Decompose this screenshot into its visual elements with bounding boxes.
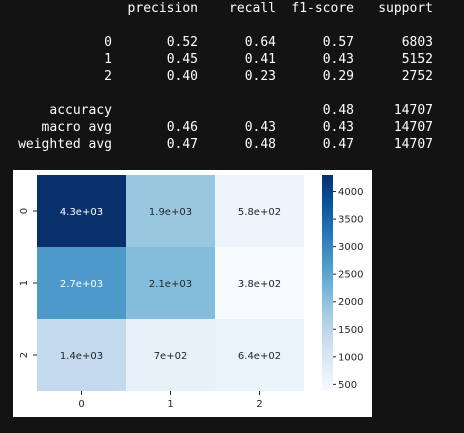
heatmap-cell (126, 175, 215, 247)
colorbar-tick-label: 2000 (338, 297, 363, 308)
report-row-weighted-avg: weighted avg 0.47 0.48 0.47 14707 (0, 136, 464, 153)
row-label: weighted avg (18, 137, 112, 152)
report-row-macro-avg: macro avg 0.46 0.43 0.43 14707 (0, 119, 464, 136)
precision-value: 0.46 (166, 120, 198, 135)
report-row-accuracy: accuracy 0.48 14707 (0, 102, 464, 119)
header-f1-score: f1-score (291, 1, 354, 16)
colorbar-tick-label: 4000 (338, 187, 363, 198)
precision-value: 0.40 (166, 69, 198, 84)
row-label: 0 (104, 35, 112, 50)
support-value: 6803 (401, 35, 433, 50)
support-value: 5152 (401, 52, 433, 67)
y-tick-label: 1 (19, 280, 30, 286)
report-row-class-0: 0 0.52 0.64 0.57 6803 (0, 34, 464, 51)
report-row-class-2: 2 0.40 0.23 0.29 2752 (0, 68, 464, 85)
f1-value: 0.43 (322, 120, 354, 135)
row-label: accuracy (49, 103, 112, 118)
colorbar-tick-label: 3000 (338, 242, 363, 253)
f1-value: 0.48 (322, 103, 354, 118)
cell-annotation: 5.8e+02 (238, 207, 281, 218)
row-label: 1 (104, 52, 112, 67)
heatmap-cell (37, 175, 126, 247)
support-value: 14707 (393, 120, 433, 135)
x-tick-label: 1 (167, 399, 173, 410)
precision-value: 0.52 (166, 35, 198, 50)
cell-annotation: 1.9e+03 (149, 207, 192, 218)
f1-value: 0.29 (322, 69, 354, 84)
cell-annotation: 3.8e+02 (238, 279, 281, 290)
header-precision: precision (127, 1, 198, 16)
heatmap-cell (37, 247, 126, 319)
x-tick-label: 0 (78, 399, 84, 410)
recall-value: 0.43 (244, 120, 276, 135)
support-value: 14707 (393, 137, 433, 152)
colorbar-tick-label: 500 (338, 380, 357, 391)
support-value: 2752 (401, 69, 433, 84)
cell-annotation: 1.4e+03 (60, 351, 103, 362)
colorbar-tick-label: 1500 (338, 325, 363, 336)
f1-value: 0.43 (322, 52, 354, 67)
row-label: macro avg (41, 120, 112, 135)
confusion-matrix-panel: 4.3e+03 1.9e+03 5.8e+02 2.7e+03 2.1e+03 3.8e+… (13, 170, 372, 417)
recall-value: 0.23 (244, 69, 276, 84)
precision-value: 0.45 (166, 52, 198, 67)
cell-annotation: 6.4e+02 (238, 351, 281, 362)
report-row-class-1: 1 0.45 0.41 0.43 5152 (0, 51, 464, 68)
precision-value: 0.47 (166, 137, 198, 152)
recall-value: 0.64 (244, 35, 276, 50)
colorbar (322, 175, 333, 391)
row-label: 2 (104, 69, 112, 84)
confusion-matrix-heatmap: 4.3e+03 1.9e+03 5.8e+02 2.7e+03 2.1e+03 3.8e+… (19, 175, 363, 410)
cell-annotation: 2.7e+03 (60, 279, 103, 290)
support-value: 14707 (393, 103, 433, 118)
heatmap-cell (37, 319, 126, 391)
recall-value: 0.41 (244, 52, 276, 67)
x-tick-label: 2 (256, 399, 262, 410)
heatmap-cell (215, 319, 304, 391)
heatmap-cell (126, 319, 215, 391)
colorbar-tick-label: 3500 (338, 215, 363, 226)
cell-annotation: 4.3e+03 (60, 207, 103, 218)
cell-annotation: 7e+02 (154, 351, 188, 362)
recall-value: 0.48 (244, 137, 276, 152)
header-support: support (378, 1, 433, 16)
y-tick-label: 2 (19, 352, 30, 358)
colorbar-tick-label: 2500 (338, 270, 363, 281)
heatmap-cell (126, 247, 215, 319)
cell-annotation: 2.1e+03 (149, 279, 192, 290)
report-header-row: precision recall f1-score support (0, 0, 464, 17)
f1-value: 0.47 (322, 137, 354, 152)
header-recall: recall (229, 1, 276, 16)
heatmap-cell (215, 247, 304, 319)
y-tick-label: 0 (19, 208, 30, 214)
f1-value: 0.57 (322, 35, 354, 50)
heatmap-cell (215, 175, 304, 247)
colorbar-tick-label: 1000 (338, 352, 363, 363)
